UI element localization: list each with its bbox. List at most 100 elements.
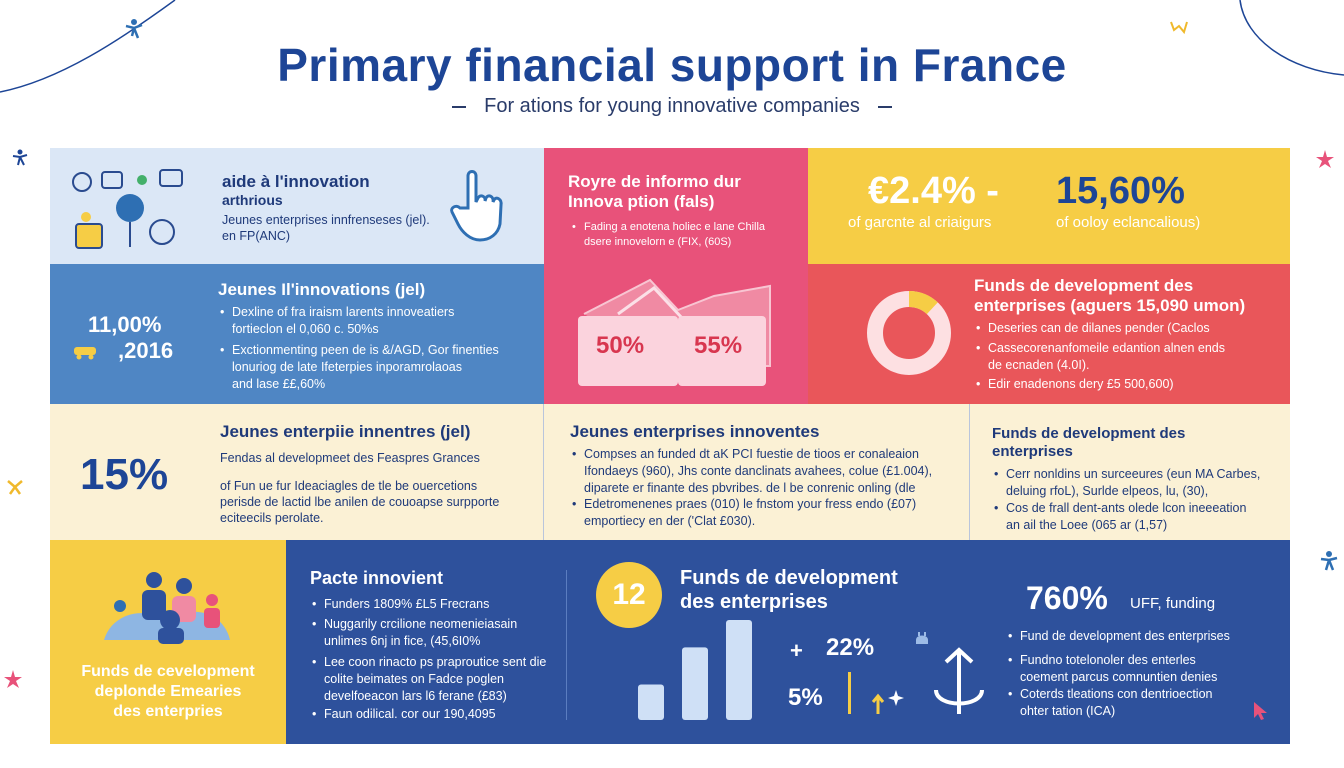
mid-bullet-2a: Edetromenenes praes (010) le fnstom your… bbox=[584, 497, 917, 511]
red-bullet-2: Cassecorenanfomeile edantion alnen ends … bbox=[974, 340, 1284, 374]
stat-2-4: €2.4% - bbox=[868, 170, 999, 212]
red-bullet-1: Deseries can de dilanes pender (Caclos bbox=[974, 320, 1284, 337]
right-bullet-1a: Cerr nonldins un surceeures (eun MA Carb… bbox=[1006, 467, 1261, 481]
red-title-1: Funds de development des bbox=[974, 276, 1194, 295]
jei-bullet-2c: and lase ££,60% bbox=[232, 377, 326, 391]
stat-15-60-caption: of ooloy eclancalious) bbox=[1056, 214, 1201, 231]
aide-sub: arthrious bbox=[222, 192, 283, 208]
pacte-bullet-2a: Nuggarily crcilione neomenieiasain bbox=[324, 617, 518, 631]
dash-left bbox=[452, 105, 467, 108]
panel-pink-innovation: Royre de informo dur Innova ption (fals)… bbox=[544, 148, 808, 264]
panel-funds-people: Funds de cevelopment deplonde Emearies d… bbox=[50, 540, 286, 744]
funds-title-2: des enterprises bbox=[680, 591, 828, 613]
stat-2-4-caption: of garcnte al criaigurs bbox=[848, 214, 992, 231]
pink-bullet-1: Fading a enotena holiec e lane Chilla ds… bbox=[570, 220, 800, 250]
pink-bullet-1a: Fading a enotena holiec e lane Chilla bbox=[584, 221, 766, 233]
right4-bullet-2: Fundno totelonoler des enterles coement … bbox=[1006, 652, 1276, 686]
jei-stat-1: 11,00% bbox=[88, 312, 162, 337]
circle-12 bbox=[596, 562, 662, 628]
right4-bullet-3b: ohter tation (ICA) bbox=[1020, 704, 1116, 718]
panel-jei-15: 15% Jeunes enterpiie innentres (jel) Fen… bbox=[50, 404, 544, 540]
jei-bullet-1: Dexline of fra iraism larents innoveatie… bbox=[218, 304, 534, 338]
right-bullet-2: Cos de frall dent-ants olede lcon ineeea… bbox=[992, 500, 1284, 534]
red-bullet-1-text: Deseries can de dilanes pender (Caclos bbox=[988, 321, 1210, 335]
subtitle-text: For ations for young innovative companie… bbox=[484, 95, 860, 117]
right4-bullet-1: Fund de development des enterprises bbox=[1006, 628, 1276, 645]
pacte-bullet-2: Nuggarily crcilione neomenieiasain unlim… bbox=[310, 616, 560, 650]
stat-760-suffix: UFF, funding bbox=[1130, 595, 1216, 612]
right4-bullet-2b: coement parcus comnuntien denies bbox=[1020, 670, 1218, 684]
people-icon bbox=[104, 572, 230, 644]
people-caption-1: Funds de cevelopment bbox=[81, 663, 255, 680]
pacte-bullet-2b: unlimes 6nj in fice, (45,6I0% bbox=[324, 634, 481, 648]
stat-22: 22% bbox=[826, 634, 875, 661]
mid-bullet-2: Edetromenenes praes (010) le fnstom your… bbox=[570, 496, 964, 530]
panel-yellow-stats: €2.4% - of garcnte al criaigurs 15,60% o… bbox=[808, 148, 1290, 264]
jei-stat-2: ,2016 bbox=[118, 338, 174, 363]
aide-line1: Jeunes enterprises innfrenseses (jel). bbox=[222, 213, 430, 227]
dancer-icon bbox=[125, 19, 143, 39]
left-line-3: perisde de lactid lbe anilen de couoapse… bbox=[220, 495, 500, 509]
panel-funds-donut: Funds de development des enterprises (ag… bbox=[808, 264, 1290, 404]
stat-760: 760% bbox=[1026, 580, 1108, 616]
pacte-title: Pacte innovient bbox=[310, 568, 444, 588]
right4-bullet-1-text: Fund de development des enterprises bbox=[1020, 629, 1230, 643]
pink-title-2: Innova ption (fals) bbox=[568, 192, 715, 211]
aide-title: aide à l'innovation bbox=[222, 172, 370, 191]
divider bbox=[566, 570, 567, 720]
figure-pink-icon bbox=[4, 670, 22, 688]
stats-box-icon bbox=[578, 278, 771, 386]
anchor-icon bbox=[934, 647, 984, 714]
jei-title: Jeunes Il'innovations (jel) bbox=[218, 280, 426, 299]
panel-pink-bars: 50% 55% bbox=[544, 264, 808, 404]
pacte-bullet-3: Lee coon rinacto ps praproutice sent die… bbox=[310, 654, 560, 705]
panel-jei: Jeunes Il'innovations (jel) 11,00% ,2016… bbox=[50, 264, 544, 404]
pacte-bullet-4-text: Faun odilical. cor our 190,4095 bbox=[324, 707, 496, 721]
red-bullet-2a: Cassecorenanfomeile edantion alnen ends bbox=[988, 341, 1225, 355]
right-title-1: Funds de development des bbox=[992, 425, 1186, 442]
jei-bullet-1a: Dexline of fra iraism larents innoveatie… bbox=[232, 305, 455, 319]
right4-bullet-2a: Fundno totelonoler des enterles bbox=[1020, 653, 1196, 667]
bar-1 bbox=[638, 684, 664, 720]
figure-blue-icon bbox=[1320, 551, 1338, 571]
stat-5: 5% bbox=[788, 684, 823, 711]
aide-line2: en FP(ANC) bbox=[222, 229, 291, 243]
figure-icon bbox=[12, 149, 28, 166]
pacte-bullet-4: Faun odilical. cor our 190,4095 bbox=[310, 706, 560, 723]
red-bullet-3-text: Edir enadenons dery £5 500,600) bbox=[988, 377, 1174, 391]
right4-bullet-3: Coterds tleations con dentrioection ohte… bbox=[1006, 686, 1276, 720]
pacte-bullet-3c: develfoeacon lars l6 ferane (£83) bbox=[324, 689, 507, 703]
pacte-bullet-3a: Lee coon rinacto ps praproutice sent die bbox=[324, 655, 547, 669]
bars-icon bbox=[638, 620, 752, 720]
people-caption-2: deplonde Emearies bbox=[94, 683, 242, 700]
yellow-line bbox=[848, 672, 851, 714]
jei-bullet-2: Exctionmenting peen de is &/AGD, Gor fin… bbox=[218, 342, 538, 393]
mid-title: Jeunes enterprises innoventes bbox=[570, 422, 820, 441]
bar-2 bbox=[682, 647, 708, 720]
stat-15-60: 15,60% bbox=[1056, 170, 1185, 212]
up-arrow-icon bbox=[871, 690, 904, 714]
innovation-illustration-icon bbox=[72, 169, 183, 249]
right-title-2: enterprises bbox=[992, 443, 1073, 460]
panel-row4-navy: Pacte innovient Funders 1809% £L5 Frecra… bbox=[286, 540, 1290, 744]
pink-bullet-1b: dsere innovelorn e (FIX, (60S) bbox=[584, 236, 732, 248]
people-caption-3: des enterpries bbox=[113, 703, 223, 720]
dash-right bbox=[877, 105, 892, 108]
pacte-bullet-1-text: Funders 1809% £L5 Frecrans bbox=[324, 597, 490, 611]
panel-funds-dev: Funds de development des enterprises Cer… bbox=[970, 404, 1290, 540]
panel-aide-innovation: aide à l'innovation arthrious Jeunes ent… bbox=[50, 148, 544, 264]
right-bullet-2a: Cos de frall dent-ants olede lcon ineeea… bbox=[1006, 501, 1247, 515]
mid-bullet-1: Compses an funded dt aK PCI fuestie de t… bbox=[570, 446, 964, 497]
page-title: Primary financial support in France bbox=[277, 39, 1067, 91]
figure-yellow-icon bbox=[7, 480, 23, 495]
pink-title-1: Royre de informo dur bbox=[568, 172, 741, 191]
mid-bullet-1c: diparete er finante des pbvribes. de l b… bbox=[584, 481, 916, 495]
bar-label-50: 50% bbox=[596, 332, 645, 359]
left-title: Jeunes enterpiie innentres (jel) bbox=[220, 422, 471, 441]
left-line-1: Fendas al developmeet des Feaspres Granc… bbox=[220, 451, 480, 465]
funds-title-1: Funds de development bbox=[680, 567, 898, 589]
mid-bullet-1b: Ifondaeys (960), Jhs conte danclinats av… bbox=[584, 464, 933, 478]
right-bullet-1b: deluing rfoL), Surlde elpeos, lu, (30), bbox=[1006, 484, 1209, 498]
bar-3 bbox=[726, 620, 752, 720]
pointer-hand-icon bbox=[450, 170, 503, 242]
